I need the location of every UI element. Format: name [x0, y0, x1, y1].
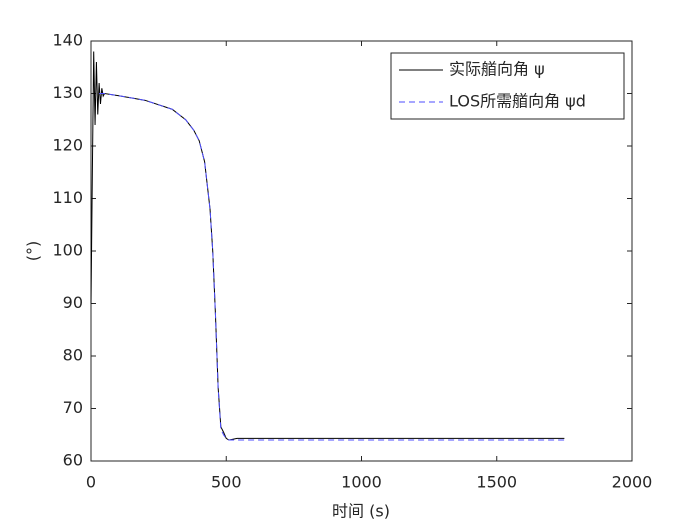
y-axis-label: (°)	[24, 241, 43, 261]
x-tick-label: 1000	[341, 473, 382, 492]
x-axis-label: 时间 (s)	[332, 502, 390, 521]
x-tick-label: 500	[211, 473, 242, 492]
y-tick-label: 130	[52, 83, 83, 102]
y-tick-label: 120	[52, 136, 83, 155]
legend-label: 实际艏向角 ψ	[449, 60, 545, 79]
x-tick-label: 2000	[612, 473, 653, 492]
x-tick-label: 0	[86, 473, 96, 492]
y-tick-label: 80	[63, 346, 83, 365]
y-tick-label: 110	[52, 188, 83, 207]
y-tick-label: 140	[52, 31, 83, 50]
y-tick-label: 60	[63, 451, 83, 470]
y-tick-label: 70	[63, 398, 83, 417]
x-tick-label: 1500	[476, 473, 517, 492]
series-line	[99, 93, 565, 441]
legend-label: LOS所需艏向角 ψd	[449, 92, 586, 111]
legend-box	[390, 52, 625, 120]
y-tick-label: 90	[63, 293, 83, 312]
y-tick-label: 100	[52, 241, 83, 260]
